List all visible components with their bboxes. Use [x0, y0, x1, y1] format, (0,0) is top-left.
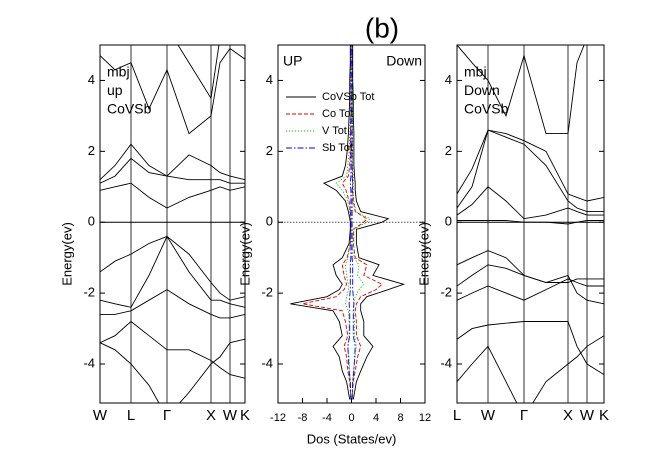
x-tick-label: 4 [373, 412, 379, 424]
dos-curve [351, 45, 371, 400]
band [457, 335, 604, 403]
legend-label: Sb Tot [322, 142, 353, 154]
band [457, 129, 604, 213]
band [100, 320, 245, 379]
band [457, 45, 585, 135]
dos-curve [352, 45, 406, 400]
band [100, 289, 245, 319]
x-tick-label: L [453, 407, 461, 424]
x-tick-label: -4 [322, 412, 332, 424]
x-tick-label: -12 [270, 412, 286, 424]
x-axis-label: Dos (States/ev) [307, 431, 397, 446]
y-tick-label: 0 [445, 214, 452, 229]
plot-frame [277, 44, 426, 404]
plot-frame [456, 44, 605, 404]
y-tick-label: 4 [266, 72, 273, 87]
plot-area [100, 45, 245, 403]
dos-curve [302, 45, 352, 400]
y-axis-label: Energy(ev) [59, 222, 74, 286]
y-tick-label: -2 [83, 285, 95, 300]
panel-label: CoVSb [464, 101, 509, 117]
y-tick-label: 4 [88, 72, 95, 87]
figure-title: (b) [365, 12, 399, 43]
y-tick-label: 0 [266, 214, 273, 229]
dos-curve [351, 45, 356, 400]
band [457, 321, 604, 375]
band [457, 278, 604, 301]
x-tick-label: W [481, 407, 496, 424]
x-tick-label: L [127, 407, 135, 424]
plot-frame [99, 44, 246, 404]
x-tick-label: Γ [163, 407, 171, 424]
x-tick-label: W [223, 407, 238, 424]
panel-label: UP [283, 53, 302, 69]
y-tick-label: -4 [440, 355, 452, 370]
band [457, 186, 604, 220]
legend-label: V Tot [322, 125, 347, 137]
x-tick-label: -8 [298, 412, 308, 424]
y-axis-label: Energy(ev) [237, 222, 252, 286]
plot-area [457, 45, 604, 403]
panel-label: mbj [464, 64, 487, 80]
y-tick-label: -4 [261, 355, 273, 370]
x-tick-label: X [206, 407, 216, 424]
panel-label: Down [464, 82, 500, 98]
y-tick-label: 4 [445, 72, 452, 87]
panel-label: CoVSb [107, 101, 152, 117]
panel-label: Down [386, 53, 422, 69]
y-tick-label: 0 [88, 214, 95, 229]
y-tick-label: -4 [83, 355, 95, 370]
legend-label: CoVSb Tot [322, 91, 374, 103]
y-tick-label: 2 [88, 143, 95, 158]
band [100, 235, 245, 308]
band [457, 250, 604, 283]
x-tick-label: 8 [397, 412, 403, 424]
band [100, 235, 245, 301]
band [100, 157, 245, 184]
y-tick-label: -2 [440, 285, 452, 300]
dos-curve [347, 45, 352, 400]
y-axis-label: Energy(ev) [416, 222, 431, 286]
x-tick-label: 0 [348, 412, 354, 424]
band [100, 182, 245, 209]
panel-label: up [107, 82, 123, 98]
band [457, 220, 604, 225]
band [100, 47, 245, 135]
x-tick-label: K [240, 407, 250, 424]
x-tick-label: X [563, 407, 573, 424]
y-tick-label: -2 [261, 285, 273, 300]
band [100, 338, 245, 403]
x-tick-label: W [580, 407, 595, 424]
x-tick-label: W [93, 407, 108, 424]
x-tick-label: Γ [520, 407, 528, 424]
plot-area [278, 45, 425, 400]
legend-label: Co Tot [322, 108, 354, 120]
band [100, 143, 245, 181]
dos-curve [290, 45, 351, 400]
band [457, 129, 604, 202]
y-tick-label: 2 [445, 143, 452, 158]
x-tick-label: 12 [419, 412, 431, 424]
y-tick-label: 2 [266, 143, 273, 158]
dos-curve [351, 45, 383, 400]
x-tick-label: K [599, 407, 609, 424]
panel-label: mbj [107, 64, 130, 80]
